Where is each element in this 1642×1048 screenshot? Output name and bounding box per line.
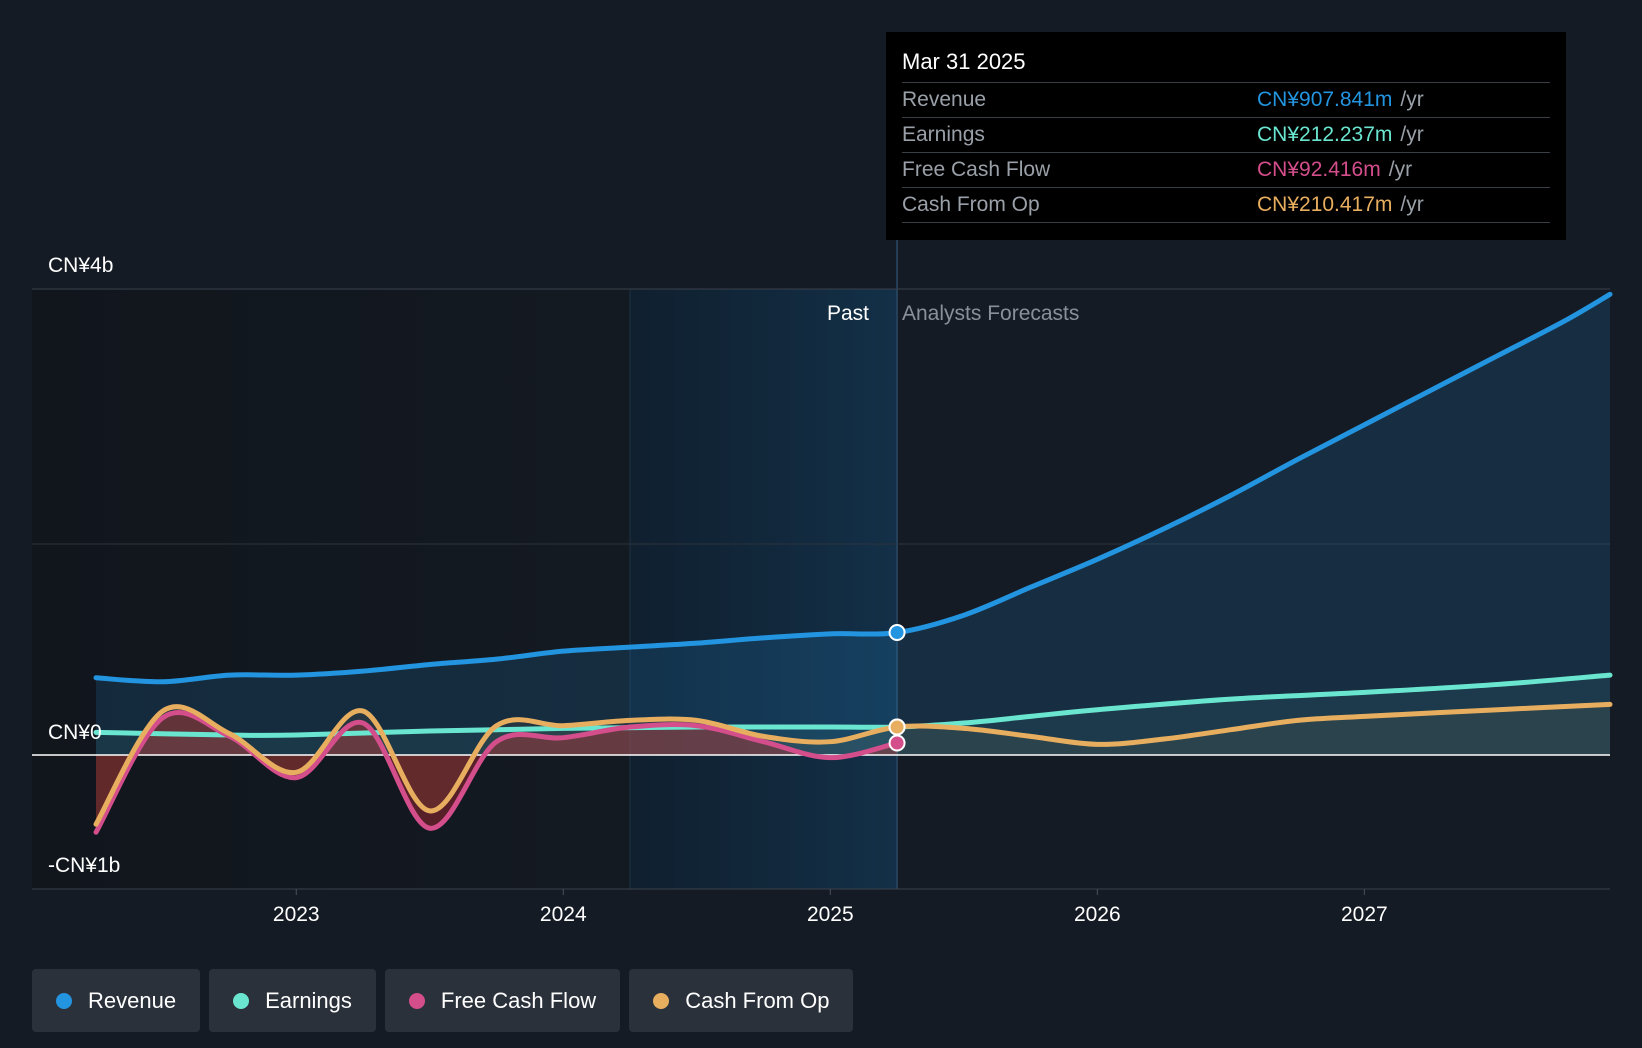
tooltip-value: CN¥907.841m — [1257, 88, 1393, 111]
tooltip-row-free-cash-flow: Free Cash Flow CN¥92.416m /yr — [902, 152, 1550, 187]
tooltip-label: Cash From Op — [902, 193, 1040, 216]
x-tick-label: 2027 — [1341, 903, 1388, 926]
tooltip-unit: /yr — [1388, 158, 1413, 181]
chart-gridlines — [32, 288, 1610, 890]
past-label: Past — [827, 302, 869, 325]
legend-label: Free Cash Flow — [440, 987, 597, 1013]
legend-earnings-button[interactable]: Earnings — [209, 969, 376, 1032]
tooltip-value: CN¥212.237m — [1257, 123, 1393, 146]
highlight-region — [630, 289, 898, 889]
chart-background — [32, 240, 898, 889]
cash-from-op-marker — [888, 718, 906, 736]
legend-free-cash-flow-button[interactable]: Free Cash Flow — [384, 969, 621, 1032]
free-cash-flow-area — [96, 712, 898, 833]
chart-lines — [93, 291, 1613, 835]
hover-tooltip: Mar 31 2025 Revenue CN¥907.841m /yr Earn… — [886, 32, 1566, 240]
tooltip-row-revenue: Revenue CN¥907.841m /yr — [902, 82, 1550, 117]
x-tick-label: 2026 — [1074, 903, 1121, 926]
chart-markers — [888, 624, 906, 752]
legend-dot-icon — [653, 992, 670, 1009]
legend-label: Cash From Op — [685, 987, 830, 1013]
tooltip-row-cash-from-op: Cash From Op CN¥210.417m /yr — [902, 187, 1550, 223]
legend-label: Revenue — [88, 987, 177, 1013]
tooltip-label: Revenue — [902, 88, 987, 111]
legend-dot-icon — [233, 992, 250, 1009]
free-cash-flow-marker — [888, 734, 906, 752]
chart-labels: CN¥4b CN¥0 -CN¥1b Past Analysts Forecast… — [48, 254, 1079, 877]
legend-cash-from-op-button[interactable]: Cash From Op — [629, 969, 854, 1032]
tooltip-date: Mar 31 2025 — [902, 49, 1026, 74]
tooltip-unit: /yr — [1400, 193, 1424, 216]
x-tick-label: 2025 — [807, 903, 854, 926]
legend-label: Earnings — [265, 987, 352, 1013]
x-tick-label: 2024 — [540, 903, 587, 926]
legend-revenue-button[interactable]: Revenue — [32, 969, 201, 1032]
tooltip-value: CN¥92.416m — [1257, 158, 1381, 181]
revenue-area — [96, 294, 1610, 755]
earnings-area — [96, 675, 1610, 755]
legend-dot-icon — [56, 992, 72, 1009]
x-tick-label: 2023 — [273, 903, 320, 926]
x-axis-ticks: 2023 2024 2025 2026 2027 — [273, 889, 1388, 926]
tooltip-value: CN¥210.417m — [1257, 193, 1393, 216]
past-region — [32, 289, 631, 889]
forecast-label: Analysts Forecasts — [902, 302, 1079, 325]
chart-legend: Revenue Earnings Free Cash Flow Cash Fro… — [32, 969, 854, 1032]
tooltip-label: Free Cash Flow — [902, 158, 1051, 181]
tooltip-label: Earnings — [902, 123, 985, 146]
revenue-marker — [888, 624, 906, 642]
revenue-line — [93, 291, 1613, 685]
tooltip-row-earnings: Earnings CN¥212.237m /yr — [902, 117, 1550, 152]
y-tick-label-zero: CN¥0 — [48, 721, 102, 744]
y-tick-label-top: CN¥4b — [48, 254, 113, 277]
y-tick-label-bottom: -CN¥1b — [48, 854, 120, 877]
cash-from-op-area — [96, 704, 1610, 825]
cash-from-op-line — [93, 701, 1613, 827]
tooltip-unit: /yr — [1400, 88, 1424, 111]
legend-dot-icon — [408, 992, 425, 1009]
tooltip-unit: /yr — [1400, 123, 1424, 146]
